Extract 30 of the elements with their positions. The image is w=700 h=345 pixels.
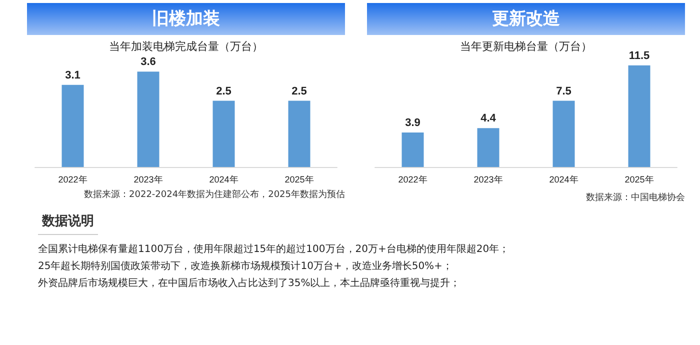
source-note: 数据来源：中国电梯协会 — [586, 192, 685, 204]
bar — [402, 132, 424, 167]
chart-subtitle: 当年加装电梯完成台量（万台） — [108, 39, 264, 54]
x-tick-label: 2022年 — [398, 174, 428, 184]
bar — [628, 65, 650, 167]
bar — [477, 128, 500, 167]
bar — [552, 100, 575, 167]
x-tick-label: 2024年 — [549, 174, 578, 184]
x-tick-label: 2023年 — [134, 174, 163, 184]
x-tick-label: 2023年 — [474, 174, 503, 184]
x-tick-label: 2025年 — [624, 174, 654, 184]
data-label: 3.6 — [140, 56, 156, 68]
data-label: 2.5 — [216, 85, 232, 98]
x-tick-label: 2022年 — [58, 174, 88, 184]
data-label: 3.1 — [65, 69, 80, 82]
x-tick-label: 2024年 — [209, 174, 238, 184]
data-label: 7.5 — [556, 85, 572, 98]
text: 25年超长期特别国债政策带动下，改造换新梯市场规模预计10万台+，改造业务增长50%+； — [38, 260, 454, 274]
chart-subtitle: 当年更新电梯台量（万台） — [460, 40, 592, 53]
data-label: 3.9 — [405, 117, 420, 130]
chart-title: 更新改造 — [367, 3, 685, 35]
text: 外资品牌后市场规模巨大，在中国后市场收入占比达到了35%以上，本土品牌亟待重视与提升； — [38, 276, 462, 291]
text: 全国累计电梯保有量超1100万台，使用年限超过15年的超过100万台，20万+台电梯的使用年限超20年； — [38, 242, 510, 257]
data-label: 2.5 — [292, 85, 307, 98]
source-note: 数据来源：2022-2024年数据为住建部公布，2025年数据为预估 — [84, 188, 345, 201]
x-tick-label: 2025年 — [284, 174, 314, 184]
data-label: 11.5 — [628, 50, 650, 62]
text: 数据说明 — [38, 212, 98, 235]
chart-title: 旧楼加装 — [27, 3, 345, 35]
data-label: 4.4 — [480, 112, 497, 125]
